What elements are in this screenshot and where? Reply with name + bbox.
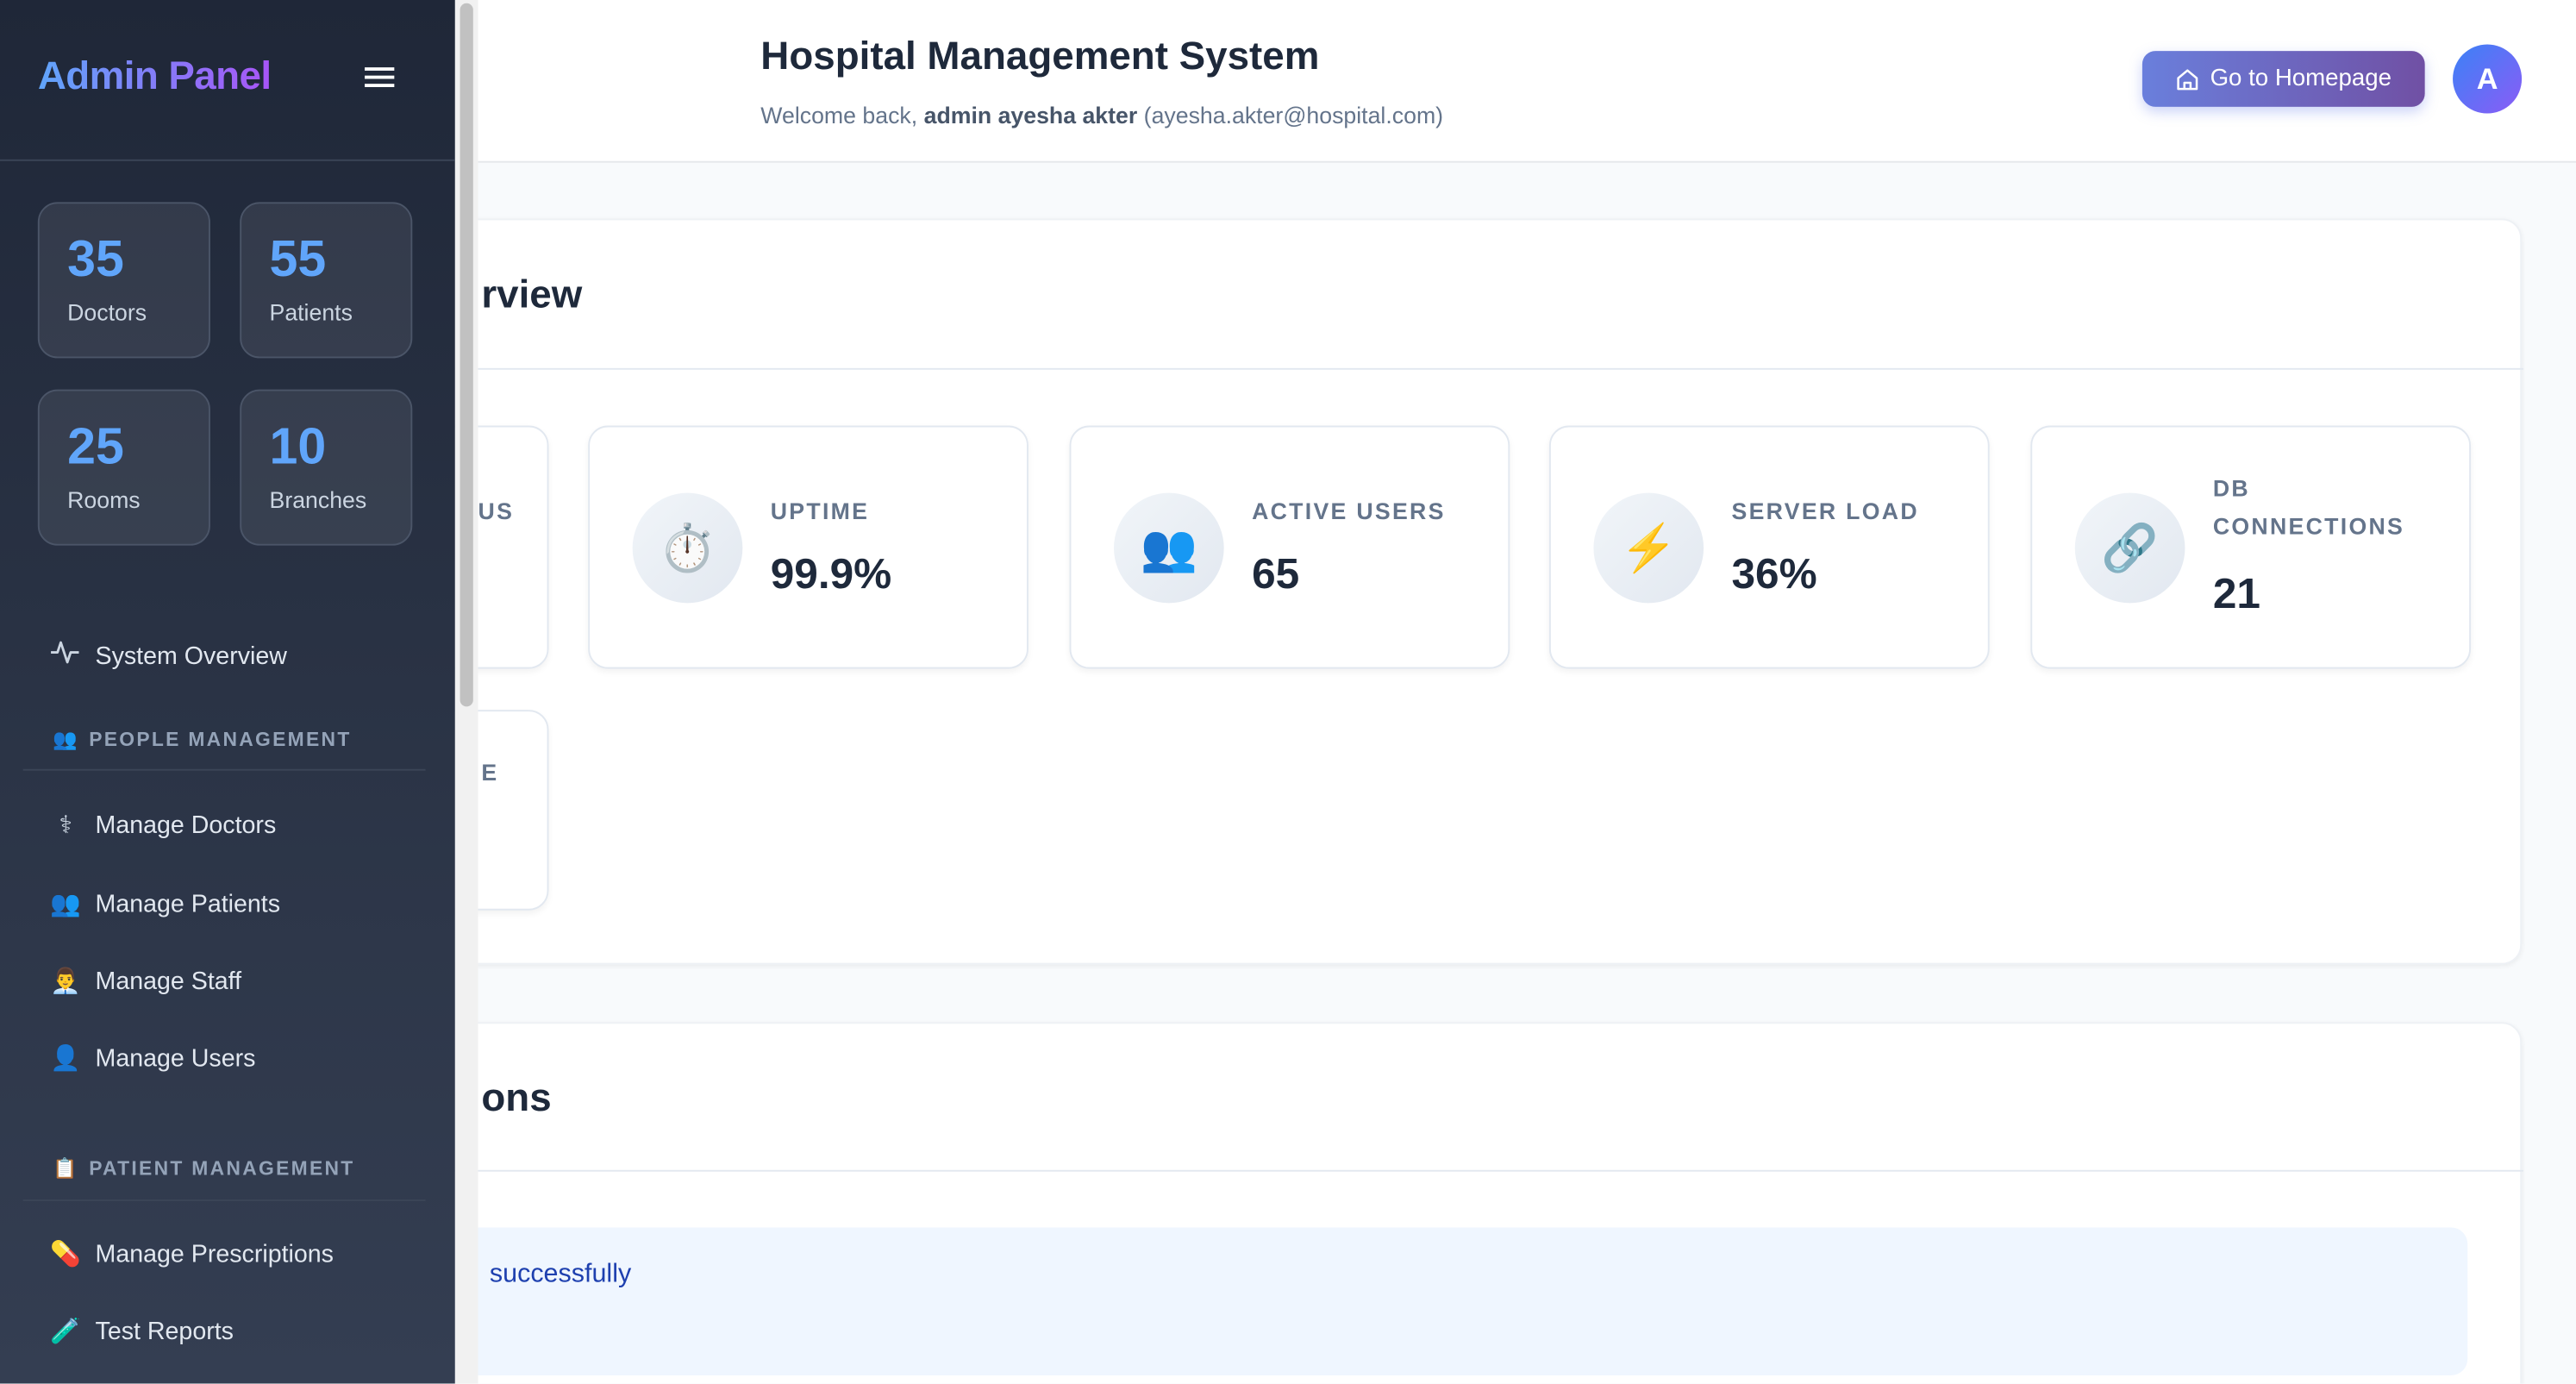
stat-value: 35: [67, 229, 124, 288]
stat-value: 65: [1252, 548, 1300, 598]
welcome-text: Welcome back, admin ayesha akter (ayesha…: [760, 102, 1443, 128]
stat-label: DB CONNECTIONS: [2212, 474, 2405, 540]
stat-label: E: [481, 759, 499, 786]
welcome-prefix: Welcome back,: [760, 102, 918, 128]
stethoscope-icon: ⚕: [59, 811, 72, 840]
menu-toggle-icon[interactable]: [365, 67, 395, 91]
panel-title: ons: [481, 1076, 552, 1121]
top-header: Hospital Management System Welcome back,…: [478, 0, 2576, 163]
clipboard-icon: 📋: [52, 1156, 79, 1180]
stat-card-server-load: ⚡ SERVER LOAD 36%: [1548, 425, 1990, 669]
sidebar-item-manage-staff[interactable]: 👨‍💼 Manage Staff: [49, 956, 427, 1005]
stat-doctors: 35 Doctors: [37, 202, 210, 359]
sidebar-item-manage-doctors[interactable]: ⚕ Manage Doctors: [49, 800, 427, 849]
divider: [22, 768, 426, 771]
sidebar-item-system-overview[interactable]: System Overview: [49, 631, 427, 680]
stat-card-db-connections: 🔗 DB CONNECTIONS 21: [2030, 425, 2472, 669]
stat-value: 36%: [1731, 548, 1817, 598]
sidebar-item-label: Manage Doctors: [95, 811, 277, 839]
divider: [412, 367, 2524, 370]
stat-value: 99.9%: [770, 548, 892, 598]
go-to-homepage-button[interactable]: Go to Homepage: [2141, 51, 2425, 107]
alert-text: successfully: [489, 1260, 632, 1288]
sidebar: Admin Panel 35 Doctors 55 Patients 25 Ro…: [0, 0, 455, 1384]
alert-message: successfully: [412, 1227, 2468, 1375]
stat-label: Branches: [269, 486, 367, 513]
section-title: PEOPLE MANAGEMENT: [89, 728, 352, 751]
user-name: admin ayesha akter: [923, 102, 1138, 128]
stopwatch-icon: ⏱️: [632, 492, 743, 604]
brand-logo: Admin Panel: [37, 53, 272, 99]
stat-label: SERVER LOAD: [1731, 498, 1919, 524]
stat-label: Patients: [269, 298, 353, 326]
sidebar-item-manage-prescriptions[interactable]: 💊 Manage Prescriptions: [49, 1229, 427, 1278]
divider: [412, 1169, 2524, 1172]
people-icon: 👥: [52, 728, 79, 751]
activity-icon: [49, 637, 82, 673]
stat-rooms: 25 Rooms: [37, 389, 210, 546]
section-title: PATIENT MANAGEMENT: [89, 1156, 355, 1180]
users-icon: 👥: [1113, 492, 1224, 604]
stat-label: ACTIVE USERS: [1252, 498, 1446, 524]
page-title: Hospital Management System: [760, 34, 1320, 79]
sidebar-item-label: Manage Patients: [95, 889, 281, 918]
sidebar-scrollbar-thumb[interactable]: [460, 3, 473, 707]
avatar[interactable]: A: [2453, 44, 2523, 114]
test-tube-icon: 🧪: [50, 1318, 82, 1346]
stat-value: 55: [269, 229, 327, 288]
people-icon: 👥: [50, 890, 82, 919]
stat-value: 25: [67, 417, 124, 475]
sidebar-item-label: Test Reports: [95, 1317, 234, 1345]
stat-value: 21: [2212, 568, 2260, 618]
sidebar-item-manage-users[interactable]: 👤 Manage Users: [49, 1034, 427, 1083]
sidebar-item-label: Manage Staff: [95, 967, 242, 995]
stat-card-uptime: ⏱️ UPTIME 99.9%: [588, 425, 1029, 669]
stat-branches: 10 Branches: [240, 389, 413, 546]
button-label: Go to Homepage: [2210, 66, 2392, 92]
stat-value: 10: [269, 417, 327, 475]
stat-card-active-users: 👥 ACTIVE USERS 65: [1069, 425, 1510, 669]
sidebar-item-label: Manage Users: [95, 1044, 256, 1073]
stat-label: Rooms: [67, 486, 141, 513]
stat-patients: 55 Patients: [240, 202, 413, 359]
notifications-panel: ons successfully: [410, 1022, 2524, 1384]
divider: [22, 1199, 426, 1201]
stat-label: US: [478, 498, 515, 524]
user-icon: 👤: [50, 1044, 82, 1074]
section-people-management: 👥 PEOPLE MANAGEMENT: [53, 728, 352, 751]
system-overview-panel: rview US E ⏱️ UPTIME 99.9% 👥 ACTIVE USER…: [108, 218, 2524, 965]
lightning-icon: ⚡: [1593, 492, 1704, 604]
home-icon: [2177, 68, 2198, 90]
link-icon: 🔗: [2074, 492, 2185, 604]
divider: [0, 159, 455, 161]
sidebar-item-label: System Overview: [95, 642, 287, 670]
stat-label: Doctors: [67, 298, 147, 326]
sidebar-item-test-reports[interactable]: 🧪 Test Reports: [49, 1306, 427, 1356]
sidebar-item-manage-patients[interactable]: 👥 Manage Patients: [49, 879, 427, 928]
pill-icon: 💊: [50, 1240, 82, 1269]
sidebar-item-label: Manage Prescriptions: [95, 1239, 334, 1268]
user-email: (ayesha.akter@hospital.com): [1143, 102, 1444, 128]
panel-title: rview: [481, 272, 583, 317]
section-patient-management: 📋 PATIENT MANAGEMENT: [53, 1157, 355, 1180]
office-worker-icon: 👨‍💼: [50, 968, 82, 996]
stat-label: UPTIME: [770, 498, 870, 524]
